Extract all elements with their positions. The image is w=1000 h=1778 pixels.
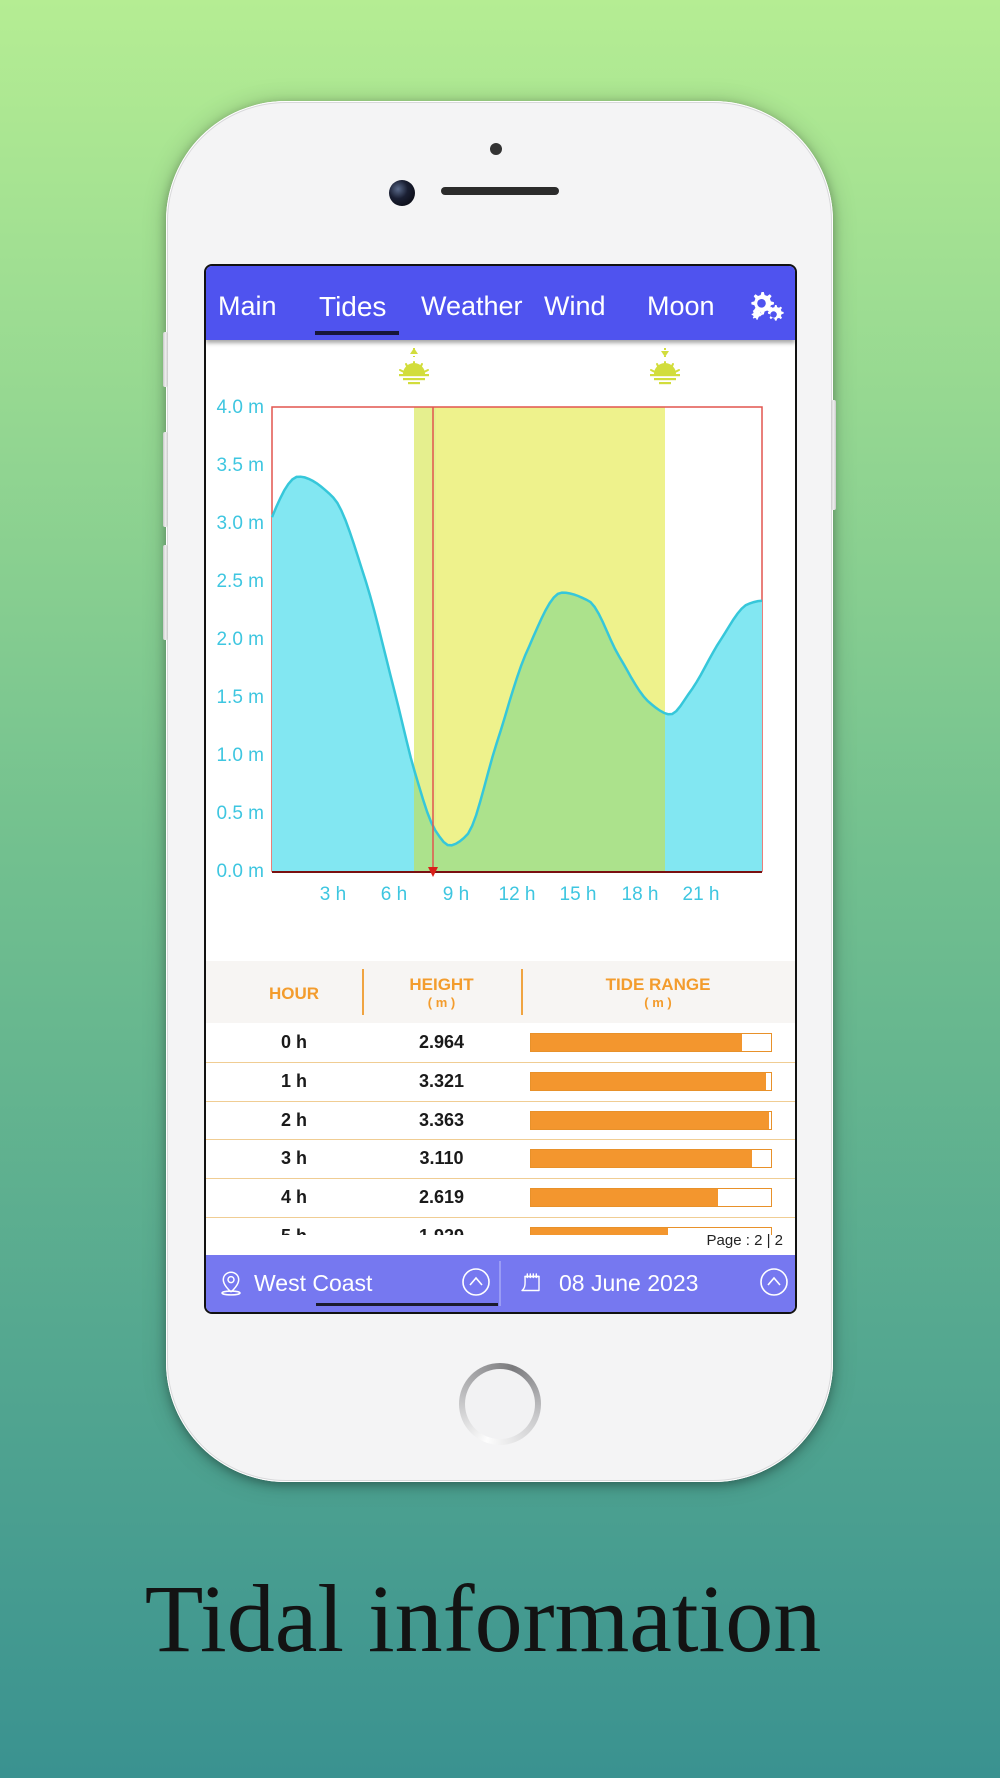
svg-text:18 h: 18 h	[622, 884, 659, 905]
svg-text:3 h: 3 h	[320, 884, 346, 905]
svg-text:0.5 m: 0.5 m	[216, 803, 264, 824]
svg-text:15 h: 15 h	[560, 884, 597, 905]
svg-text:9 h: 9 h	[443, 884, 469, 905]
svg-text:3.5 m: 3.5 m	[216, 455, 264, 476]
svg-text:1.0 m: 1.0 m	[216, 745, 264, 766]
svg-text:1.5 m: 1.5 m	[216, 687, 264, 708]
svg-text:6 h: 6 h	[381, 884, 407, 905]
svg-text:2.0 m: 2.0 m	[216, 629, 264, 650]
svg-text:3.0 m: 3.0 m	[216, 513, 264, 534]
svg-text:0.0 m: 0.0 m	[216, 861, 264, 882]
svg-text:2.5 m: 2.5 m	[216, 571, 264, 592]
svg-text:12 h: 12 h	[499, 884, 536, 905]
svg-text:21 h: 21 h	[683, 884, 720, 905]
svg-text:4.0 m: 4.0 m	[216, 397, 264, 418]
